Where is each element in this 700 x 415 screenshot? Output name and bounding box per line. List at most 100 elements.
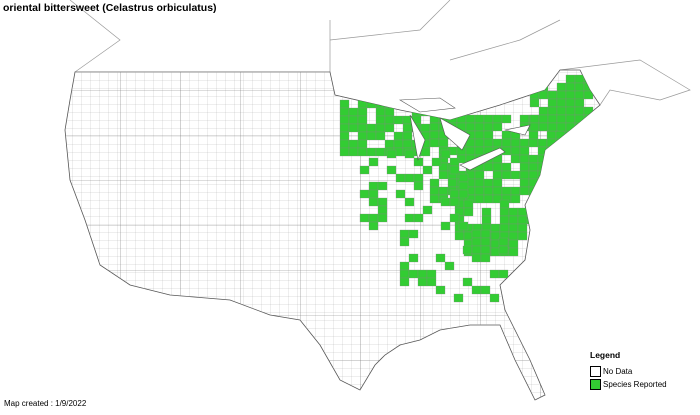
county-species-reported bbox=[429, 138, 440, 148]
county-species-reported bbox=[348, 147, 359, 157]
county-species-reported bbox=[582, 178, 593, 188]
county-species-reported bbox=[348, 107, 359, 117]
county-species-reported bbox=[556, 114, 567, 124]
county-species-reported bbox=[426, 269, 437, 279]
county-species-reported bbox=[499, 223, 510, 233]
county-species-reported bbox=[591, 138, 600, 148]
county-species-reported bbox=[429, 194, 440, 204]
county-species-reported bbox=[339, 139, 350, 149]
county-species-reported bbox=[510, 138, 521, 148]
county-species-reported bbox=[537, 146, 548, 156]
county-species-reported bbox=[408, 253, 419, 263]
county-species-reported bbox=[490, 247, 501, 257]
county-species-reported bbox=[357, 123, 368, 133]
county-species-reported bbox=[555, 162, 566, 172]
county-species-reported bbox=[510, 154, 521, 164]
county-species-reported bbox=[393, 115, 404, 125]
county-species-reported bbox=[431, 157, 442, 167]
county-species-reported bbox=[435, 285, 446, 295]
county-species-reported bbox=[377, 213, 388, 223]
county-species-reported bbox=[480, 237, 491, 247]
county-species-reported bbox=[528, 170, 539, 180]
county-species-reported bbox=[583, 90, 594, 100]
county-species-reported bbox=[565, 82, 576, 92]
county-species-reported bbox=[519, 178, 530, 188]
county-species-reported bbox=[537, 154, 548, 164]
county-species-reported bbox=[537, 138, 548, 148]
county-species-reported bbox=[339, 123, 350, 133]
county-species-reported bbox=[546, 130, 557, 140]
county-species-reported bbox=[492, 138, 503, 148]
county-species-reported bbox=[480, 253, 491, 263]
county-species-reported bbox=[458, 189, 469, 199]
county-species-reported bbox=[546, 138, 557, 148]
county-species-reported bbox=[449, 213, 460, 223]
county-species-reported bbox=[517, 207, 528, 217]
county-species-reported bbox=[591, 130, 600, 140]
county-species-reported bbox=[546, 178, 557, 188]
county-species-reported bbox=[555, 146, 566, 156]
county-species-reported bbox=[402, 139, 413, 149]
county-species-reported bbox=[537, 170, 548, 180]
county-species-reported bbox=[483, 122, 494, 132]
county-species-reported bbox=[377, 181, 388, 191]
county-species-reported bbox=[377, 197, 388, 207]
county-species-reported bbox=[429, 122, 440, 132]
county-species-reported bbox=[546, 154, 557, 164]
county-species-reported bbox=[517, 215, 528, 225]
county-species-reported bbox=[582, 130, 593, 140]
county-species-reported bbox=[529, 82, 540, 92]
county-species-reported bbox=[483, 138, 494, 148]
county-species-reported bbox=[375, 99, 386, 109]
county-species-reported bbox=[492, 186, 503, 196]
county-species-reported bbox=[501, 114, 512, 124]
county-species-reported bbox=[408, 229, 419, 239]
legend-item-no-data: No Data bbox=[590, 366, 667, 377]
county-species-reported bbox=[492, 178, 503, 188]
county-species-reported bbox=[547, 106, 558, 116]
county-species-reported bbox=[528, 178, 539, 188]
county-species-reported bbox=[501, 170, 512, 180]
county-species-reported bbox=[574, 90, 585, 100]
county-species-reported bbox=[547, 114, 558, 124]
county-species-reported bbox=[489, 269, 500, 279]
county-species-reported bbox=[474, 114, 485, 124]
county-species-reported bbox=[574, 98, 585, 108]
county-species-reported bbox=[474, 186, 485, 196]
county-species-reported bbox=[556, 98, 567, 108]
county-species-reported bbox=[474, 138, 485, 148]
county-species-reported bbox=[519, 170, 530, 180]
county-species-reported bbox=[508, 215, 519, 225]
county-species-reported bbox=[573, 146, 584, 156]
county-species-reported bbox=[339, 107, 350, 117]
county-species-reported bbox=[564, 130, 575, 140]
county-species-reported bbox=[537, 186, 548, 196]
county-species-reported bbox=[474, 146, 485, 156]
county-species-reported bbox=[501, 162, 512, 172]
county-species-reported bbox=[574, 114, 585, 124]
county-species-reported bbox=[483, 178, 494, 188]
county-species-reported bbox=[447, 178, 458, 188]
county-species-reported bbox=[499, 207, 510, 217]
county-species-reported bbox=[582, 186, 593, 196]
county-species-reported bbox=[508, 223, 519, 233]
county-species-reported bbox=[492, 170, 503, 180]
county-species-reported bbox=[591, 146, 600, 156]
county-species-reported bbox=[375, 131, 386, 141]
county-species-reported bbox=[368, 189, 379, 199]
county-species-reported bbox=[357, 115, 368, 125]
county-species-reported bbox=[498, 269, 509, 279]
legend-label: No Data bbox=[603, 367, 633, 376]
county-species-reported bbox=[384, 115, 395, 125]
county-species-reported bbox=[574, 74, 585, 84]
county-species-reported bbox=[564, 154, 575, 164]
county-species-reported bbox=[538, 74, 549, 84]
county-species-reported bbox=[591, 154, 600, 164]
county-species-reported bbox=[368, 197, 379, 207]
county-species-reported bbox=[474, 122, 485, 132]
county-species-reported bbox=[537, 178, 548, 188]
county-species-reported bbox=[375, 107, 386, 117]
county-species-reported bbox=[546, 186, 557, 196]
county-species-reported bbox=[547, 122, 558, 132]
